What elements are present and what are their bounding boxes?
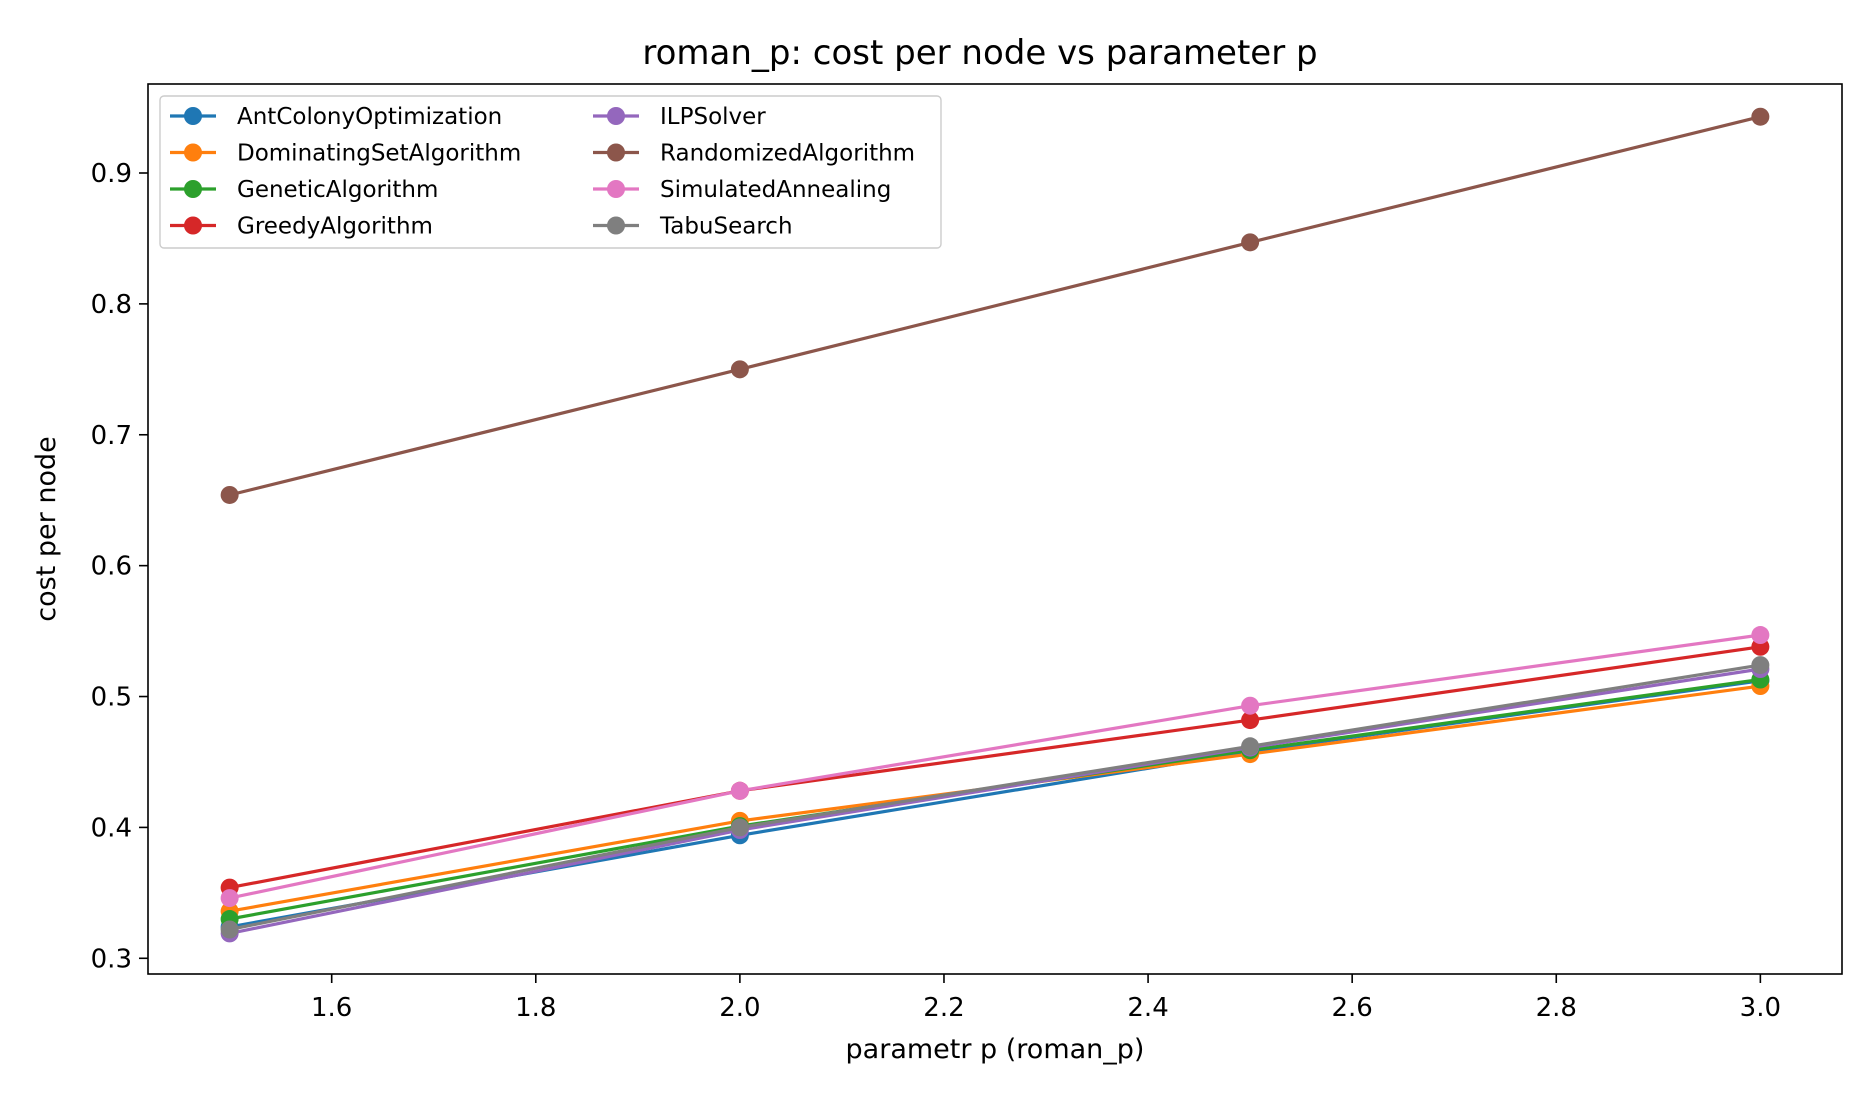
data-point-simulatedannealing	[1241, 696, 1260, 715]
chart-title: roman_p: cost per node vs parameter p	[642, 33, 1317, 73]
data-point-randomizedalgorithm	[1751, 107, 1770, 126]
y-tick-label: 0.4	[91, 813, 132, 843]
legend-entry: AntColonyOptimization	[170, 104, 502, 130]
series-line-ilpsolver	[229, 667, 1761, 935]
data-point-tabusearch	[1751, 656, 1770, 675]
legend-box	[159, 95, 942, 249]
series-line-greedyalgorithm	[229, 645, 1761, 890]
legend-label: GreedyAlgorithm	[237, 214, 433, 240]
series-greedyalgorithm	[220, 637, 1770, 897]
x-tick-label: 1.8	[515, 993, 556, 1023]
y-tick-label: 0.7	[91, 421, 132, 451]
x-tick-label: 2.2	[923, 993, 964, 1023]
y-axis-label: cost per node	[31, 436, 62, 621]
data-point-randomizedalgorithm	[220, 485, 239, 504]
data-point-randomizedalgorithm	[1241, 233, 1260, 252]
y-tick-label: 0.6	[91, 552, 132, 582]
legend-entry: DominatingSetAlgorithm	[170, 141, 521, 167]
x-tick-label: 2.0	[719, 993, 760, 1023]
data-point-simulatedannealing	[730, 781, 749, 800]
legend-label: DominatingSetAlgorithm	[237, 141, 521, 167]
legend-entry: TabuSearch	[593, 214, 793, 240]
legend-entry: SimulatedAnnealing	[593, 177, 891, 203]
legend-marker	[607, 216, 625, 235]
x-axis-label: parametr p (roman_p)	[846, 1034, 1145, 1065]
legend-entry: GreedyAlgorithm	[170, 214, 433, 240]
data-point-tabusearch	[220, 920, 239, 939]
x-tick-label: 2.8	[1536, 993, 1577, 1023]
legend-entry: ILPSolver	[593, 104, 766, 130]
legend-entry: RandomizedAlgorithm	[593, 141, 915, 167]
y-tick-label: 0.3	[91, 944, 132, 974]
data-point-tabusearch	[1241, 737, 1260, 756]
x-tick-label: 3.0	[1740, 993, 1781, 1023]
legend-entry: GeneticAlgorithm	[170, 177, 438, 203]
legend-marker	[184, 180, 202, 198]
series-randomizedalgorithm	[220, 107, 1770, 504]
x-tick-label: 1.6	[311, 993, 352, 1023]
data-point-simulatedannealing	[1751, 626, 1770, 645]
legend-label: SimulatedAnnealing	[660, 177, 891, 203]
legend-label: ILPSolver	[660, 104, 766, 130]
legend-marker	[184, 107, 202, 125]
legend-marker	[607, 143, 625, 162]
y-tick-label: 0.5	[91, 683, 132, 713]
series-tabusearch	[220, 656, 1770, 939]
legend-marker	[184, 216, 202, 235]
series-simulatedannealing	[220, 626, 1770, 908]
x-tick-label: 2.6	[1331, 993, 1372, 1023]
x-axis: 1.6 1.8 2.0 2.2 2.4 2.6 2.8 3.0	[311, 974, 1781, 1023]
data-point-greedyalgorithm	[1241, 711, 1260, 730]
legend-marker	[607, 107, 625, 125]
series-ilpsolver	[220, 660, 1770, 943]
legend-label: RandomizedAlgorithm	[660, 141, 915, 167]
plot-area	[220, 107, 1770, 943]
legend-label: AntColonyOptimization	[237, 104, 502, 130]
legend: AntColonyOptimization DominatingSetAlgori…	[159, 95, 942, 249]
series-line-tabusearch	[229, 663, 1761, 932]
x-tick-label: 2.4	[1127, 993, 1168, 1023]
y-tick-label: 0.9	[91, 159, 132, 189]
y-tick-label: 0.8	[91, 290, 132, 320]
data-point-randomizedalgorithm	[730, 360, 749, 379]
legend-marker	[184, 143, 202, 162]
plot-frame	[147, 83, 1843, 975]
series-line-randomizedalgorithm	[229, 115, 1761, 497]
data-point-tabusearch	[730, 818, 749, 837]
legend-label: GeneticAlgorithm	[237, 177, 438, 203]
data-point-simulatedannealing	[220, 889, 239, 908]
y-axis: 0.3 0.4 0.5 0.6 0.7 0.8 0.9	[91, 159, 148, 974]
series-line-simulatedannealing	[229, 633, 1761, 900]
legend-marker	[607, 180, 625, 198]
legend-label: TabuSearch	[659, 214, 793, 240]
